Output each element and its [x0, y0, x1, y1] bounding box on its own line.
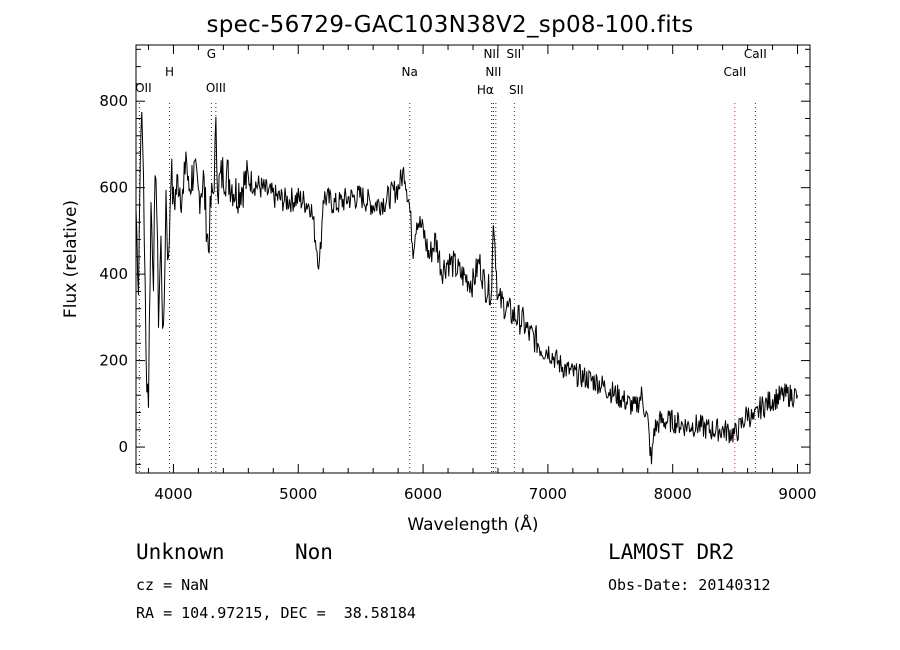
x-tick-label: 7000 [529, 485, 567, 503]
spectral-line-label: Hα [477, 83, 494, 97]
x-tick-label: 5000 [279, 485, 317, 503]
coordinates: RA = 104.97215, DEC = 38.58184 [136, 604, 416, 622]
y-tick-label: 0 [118, 438, 128, 456]
axis-ticks: 4000 5000 6000 7000 8000 9000 0 200 400 600 800 [99, 45, 817, 503]
spectrum-series [135, 111, 798, 465]
object-subclass: Non [295, 540, 333, 564]
chart-title: spec-56729-GAC103N38V2_sp08-100.fits [206, 12, 694, 38]
y-tick-label: 400 [99, 265, 128, 283]
spectral-line-label: NII [485, 65, 501, 79]
observation-date: Obs-Date: 20140312 [608, 576, 771, 594]
survey-name: LAMOST DR2 [608, 540, 735, 564]
spectral-line-label: SII [506, 47, 521, 61]
plot-frame [135, 44, 811, 474]
spectral-line-markers: OII H G OIII Na NII SII NII Hα SII CaII CaII [135, 47, 767, 473]
spectral-line-label: OII [135, 81, 152, 95]
x-tick-label: 8000 [654, 485, 692, 503]
x-axis-label: Wavelength (Å) [407, 513, 538, 535]
y-tick-label: 800 [99, 92, 128, 110]
spectral-line-label: CaII [744, 47, 767, 61]
y-tick-label: 200 [99, 352, 128, 370]
redshift-cz: cz = NaN [136, 576, 209, 594]
x-tick-label: 9000 [778, 485, 816, 503]
spectral-line-label: H [165, 65, 174, 79]
object-class: Unknown [136, 540, 225, 564]
y-axis-label: Flux (relative) [61, 200, 81, 318]
spectrum-line [135, 111, 798, 465]
y-tick-label: 600 [99, 179, 128, 197]
spectral-line-label: OIII [206, 81, 226, 95]
x-tick-label: 6000 [404, 485, 442, 503]
spectral-line-label: NII [483, 47, 499, 61]
spectral-line-label: SII [509, 83, 524, 97]
spectral-line-label: Na [402, 65, 418, 79]
spectral-line-label: G [207, 47, 216, 61]
x-tick-label: 4000 [154, 485, 192, 503]
spectral-line-label: CaII [723, 65, 746, 79]
